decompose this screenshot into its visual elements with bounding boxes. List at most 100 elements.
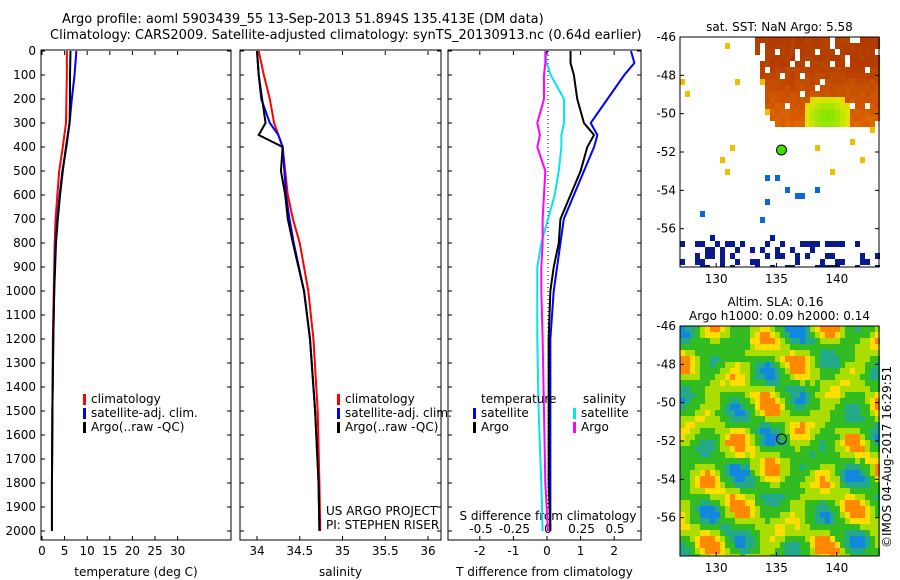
map-cell (730, 464, 735, 470)
map-cell (830, 73, 835, 79)
map-cell (775, 536, 780, 542)
map-cell (855, 506, 860, 512)
map-cell (845, 518, 850, 524)
map-cell (830, 265, 835, 267)
map-cell (840, 61, 845, 67)
map-cell (870, 79, 875, 85)
map-cell (845, 326, 850, 332)
map-cell (740, 332, 745, 338)
map-cell (825, 536, 830, 542)
map-cell (720, 386, 725, 392)
map-cell (845, 536, 850, 542)
map-cell (705, 374, 710, 380)
map-cell (860, 91, 865, 97)
map-cell (805, 332, 810, 338)
map-cell (850, 524, 855, 530)
map-cell (830, 109, 835, 115)
lon-tick-label: 140 (825, 272, 848, 286)
map-cell (730, 482, 735, 488)
map-cell (820, 362, 825, 368)
map-cell (705, 506, 710, 512)
map-cell (680, 386, 685, 392)
map-cell (795, 404, 800, 410)
map-cell (715, 434, 720, 440)
map-cell (840, 452, 845, 458)
map-cell (870, 127, 875, 133)
map-cell (780, 103, 785, 109)
map-cell (735, 542, 740, 548)
map-cell (775, 247, 780, 253)
map-cell (705, 416, 710, 422)
map-cell (815, 73, 820, 79)
map-cell (815, 470, 820, 476)
map-cell (825, 506, 830, 512)
map-cell (870, 452, 875, 458)
map-cell (705, 410, 710, 416)
map-cell (875, 368, 880, 374)
depth-tick-label: 0 (28, 44, 36, 58)
map-cell (770, 410, 775, 416)
map-cell (805, 368, 810, 374)
map-cell (875, 79, 880, 85)
map-cell (765, 536, 770, 542)
map-cell (805, 458, 810, 464)
map-cell (705, 247, 710, 253)
map-cell (860, 374, 865, 380)
map-cell (855, 518, 860, 524)
map-cell (690, 338, 695, 344)
map-cell (825, 37, 830, 43)
map-cell (695, 512, 700, 518)
map-cell (825, 476, 830, 482)
map-cell (730, 398, 735, 404)
map-cell (835, 446, 840, 452)
map-cell (720, 518, 725, 524)
map-cell (780, 458, 785, 464)
legend-swatch (573, 422, 576, 433)
map-cell (780, 374, 785, 380)
map-cell (745, 350, 750, 356)
map-cell (860, 338, 865, 344)
map-cell (800, 404, 805, 410)
map-cell (870, 109, 875, 115)
map-cell (820, 55, 825, 61)
map-cell (825, 512, 830, 518)
map-cell (810, 428, 815, 434)
map-cell (875, 410, 880, 416)
map-cell (790, 536, 795, 542)
map-cell (750, 518, 755, 524)
legend-label: satellite (481, 406, 529, 420)
map-cell (705, 265, 710, 267)
map-cell (870, 61, 875, 67)
map-cell (840, 494, 845, 500)
map-cell (835, 338, 840, 344)
map-cell (840, 362, 845, 368)
map-cell (780, 554, 785, 556)
map-cell (725, 494, 730, 500)
map-cell (755, 494, 760, 500)
map-cell (830, 374, 835, 380)
map-cell (685, 428, 690, 434)
map-cell (760, 452, 765, 458)
map-cell (820, 338, 825, 344)
map-cell (855, 470, 860, 476)
map-cell (850, 512, 855, 518)
map-cell (865, 554, 870, 556)
map-cell (775, 548, 780, 554)
map-cell (680, 470, 685, 476)
map-cell (720, 157, 725, 163)
map-cell (800, 326, 805, 332)
map-cell (825, 500, 830, 506)
map-cell (870, 554, 875, 556)
map-cell (825, 380, 830, 386)
map-cell (770, 404, 775, 410)
map-cell (680, 241, 685, 247)
map-cell (860, 410, 865, 416)
sla_map-cells (680, 326, 880, 556)
map-cell (720, 259, 725, 265)
pi-label: PI: STEPHEN RISER (326, 518, 439, 532)
map-cell (870, 73, 875, 79)
map-cell (740, 362, 745, 368)
map-cell (855, 362, 860, 368)
map-cell (860, 428, 865, 434)
map-cell (720, 410, 725, 416)
